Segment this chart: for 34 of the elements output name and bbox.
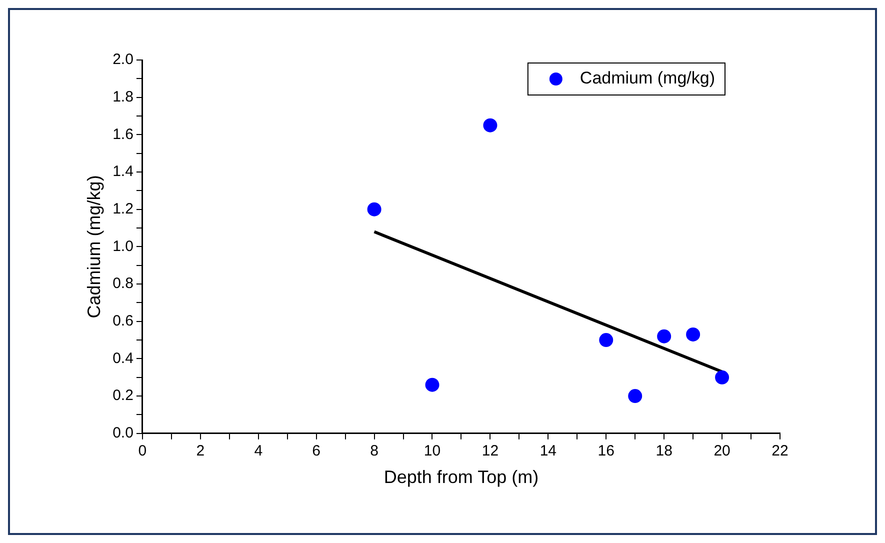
x-tick-label: 20: [714, 442, 730, 460]
x-tick-label: 6: [312, 442, 320, 460]
y-tick-label: 0.0: [112, 424, 134, 442]
y-tick-label: 0.6: [112, 312, 134, 330]
point: [686, 327, 700, 342]
point: [715, 370, 730, 384]
point: [657, 329, 672, 344]
x-tick-label: 2: [196, 442, 205, 460]
y-tick-label: 1.2: [112, 200, 134, 218]
x-tick-label: 4: [254, 442, 263, 460]
x-tick-label: 16: [598, 442, 614, 460]
y-tick-label: 1.0: [112, 238, 134, 255]
x-tick-label: 22: [772, 442, 788, 460]
point: [367, 202, 382, 216]
y-tick-label: 1.4: [112, 163, 134, 180]
legend-label: Cadmium (mg/kg): [580, 68, 716, 88]
point: [425, 378, 440, 392]
y-tick-label: 0.4: [112, 350, 134, 367]
x-tick-label: 0: [138, 442, 147, 460]
point: [628, 389, 642, 404]
y-axis-title: Cadmium (mg/kg): [84, 175, 104, 318]
y-tick-label: 1.8: [112, 88, 134, 106]
y-tick-label: 2.0: [112, 51, 134, 68]
point: [599, 333, 614, 348]
x-tick-label: 12: [482, 442, 499, 460]
point: [483, 118, 498, 132]
y-tick-label: 0.2: [112, 387, 134, 404]
x-tick-label: 18: [656, 442, 672, 460]
x-tick-label: 8: [370, 442, 378, 460]
y-tick-label: 1.6: [112, 126, 134, 143]
y-tick-label: 0.8: [112, 275, 134, 292]
x-tick-label: 14: [540, 442, 557, 460]
x-tick-label: 10: [424, 442, 441, 460]
x-axis-title: Depth from Top (m): [384, 467, 539, 488]
